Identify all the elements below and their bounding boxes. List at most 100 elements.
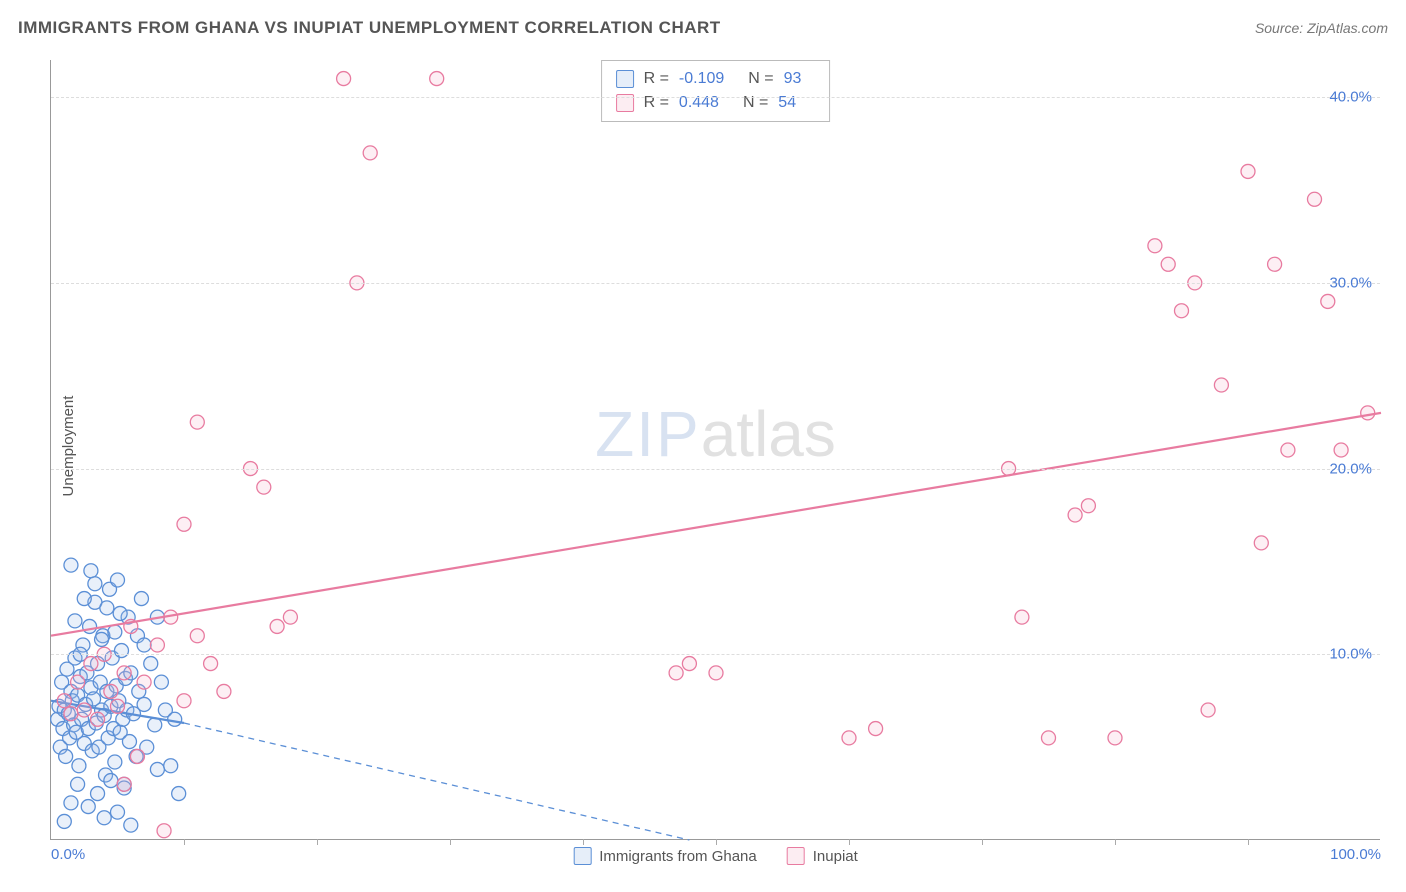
data-point-inupiat — [1361, 406, 1375, 420]
x-minor-tick — [1248, 839, 1249, 845]
x-minor-tick — [184, 839, 185, 845]
x-minor-tick — [317, 839, 318, 845]
data-point-inupiat — [84, 657, 98, 671]
y-tick-label: 30.0% — [1329, 274, 1372, 291]
data-point-ghana — [64, 558, 78, 572]
data-point-inupiat — [71, 675, 85, 689]
bottom-legend: Immigrants from Ghana Inupiat — [573, 847, 858, 865]
data-point-inupiat — [190, 415, 204, 429]
data-point-inupiat — [1281, 443, 1295, 457]
legend-label: Immigrants from Ghana — [599, 848, 757, 865]
data-point-ghana — [72, 759, 86, 773]
data-point-ghana — [144, 657, 158, 671]
source-label: Source: — [1255, 20, 1307, 36]
swatch-icon — [616, 70, 634, 88]
r-label: R = — [644, 91, 669, 115]
data-point-ghana — [100, 601, 114, 615]
data-point-ghana — [113, 606, 127, 620]
data-point-inupiat — [150, 638, 164, 652]
data-point-inupiat — [217, 684, 231, 698]
data-point-ghana — [104, 774, 118, 788]
data-point-inupiat — [1148, 239, 1162, 253]
data-point-inupiat — [337, 72, 351, 86]
chart-title: IMMIGRANTS FROM GHANA VS INUPIAT UNEMPLO… — [18, 18, 721, 38]
data-point-inupiat — [104, 684, 118, 698]
stats-row-ghana: R = -0.109 N = 93 — [616, 67, 816, 91]
data-point-ghana — [68, 614, 82, 628]
data-point-inupiat — [177, 694, 191, 708]
y-tick-label: 40.0% — [1329, 89, 1372, 106]
data-point-inupiat — [57, 694, 71, 708]
stats-legend-box: R = -0.109 N = 93R =0.448N =54 — [601, 60, 831, 122]
n-value: 54 — [778, 91, 796, 115]
data-point-inupiat — [1214, 378, 1228, 392]
data-point-ghana — [64, 796, 78, 810]
y-tick-label: 10.0% — [1329, 646, 1372, 663]
data-point-inupiat — [1081, 499, 1095, 513]
data-point-ghana — [97, 811, 111, 825]
trend-line-ext-ghana — [184, 723, 689, 840]
data-point-ghana — [122, 735, 136, 749]
data-point-ghana — [88, 577, 102, 591]
trend-line-inupiat — [51, 413, 1381, 636]
data-point-inupiat — [1321, 294, 1335, 308]
x-tick-label: 100.0% — [1330, 846, 1381, 863]
data-point-inupiat — [257, 480, 271, 494]
x-minor-tick — [716, 839, 717, 845]
data-point-inupiat — [682, 657, 696, 671]
data-point-ghana — [111, 573, 125, 587]
x-minor-tick — [450, 839, 451, 845]
data-point-inupiat — [111, 699, 125, 713]
data-point-ghana — [154, 675, 168, 689]
data-point-ghana — [57, 814, 71, 828]
data-point-inupiat — [64, 707, 78, 721]
data-point-ghana — [84, 564, 98, 578]
data-point-inupiat — [709, 666, 723, 680]
data-point-ghana — [71, 777, 85, 791]
data-point-ghana — [111, 805, 125, 819]
data-point-inupiat — [1334, 443, 1348, 457]
gridline-h — [51, 469, 1380, 470]
data-point-inupiat — [157, 824, 171, 838]
data-point-inupiat — [1241, 164, 1255, 178]
data-point-inupiat — [190, 629, 204, 643]
x-tick-label: 0.0% — [51, 846, 85, 863]
data-point-inupiat — [1308, 192, 1322, 206]
data-point-inupiat — [283, 610, 297, 624]
data-point-ghana — [95, 632, 109, 646]
data-point-inupiat — [1108, 731, 1122, 745]
n-value: 93 — [784, 67, 802, 91]
data-point-inupiat — [1161, 257, 1175, 271]
data-point-inupiat — [270, 619, 284, 633]
data-point-ghana — [108, 755, 122, 769]
data-point-ghana — [172, 787, 186, 801]
data-point-ghana — [108, 625, 122, 639]
swatch-icon — [573, 847, 591, 865]
gridline-h — [51, 97, 1380, 98]
data-point-inupiat — [1042, 731, 1056, 745]
x-minor-tick — [583, 839, 584, 845]
data-point-inupiat — [869, 722, 883, 736]
stats-row-inupiat: R =0.448N =54 — [616, 91, 816, 115]
data-point-inupiat — [1201, 703, 1215, 717]
r-label: R = — [644, 67, 669, 91]
data-point-inupiat — [204, 657, 218, 671]
gridline-h — [51, 283, 1380, 284]
x-minor-tick — [1115, 839, 1116, 845]
r-value: -0.109 — [679, 67, 724, 91]
data-point-ghana — [81, 800, 95, 814]
data-point-ghana — [124, 818, 138, 832]
data-point-inupiat — [1015, 610, 1029, 624]
data-point-ghana — [114, 644, 128, 658]
data-point-inupiat — [363, 146, 377, 160]
data-point-ghana — [164, 759, 178, 773]
legend-item: Immigrants from Ghana — [573, 847, 757, 865]
y-tick-label: 20.0% — [1329, 460, 1372, 477]
data-point-ghana — [150, 762, 164, 776]
data-point-inupiat — [130, 749, 144, 763]
data-point-ghana — [77, 592, 91, 606]
legend-label: Inupiat — [813, 848, 858, 865]
data-point-inupiat — [430, 72, 444, 86]
title-bar: IMMIGRANTS FROM GHANA VS INUPIAT UNEMPLO… — [18, 18, 1388, 38]
n-label: N = — [748, 67, 773, 91]
